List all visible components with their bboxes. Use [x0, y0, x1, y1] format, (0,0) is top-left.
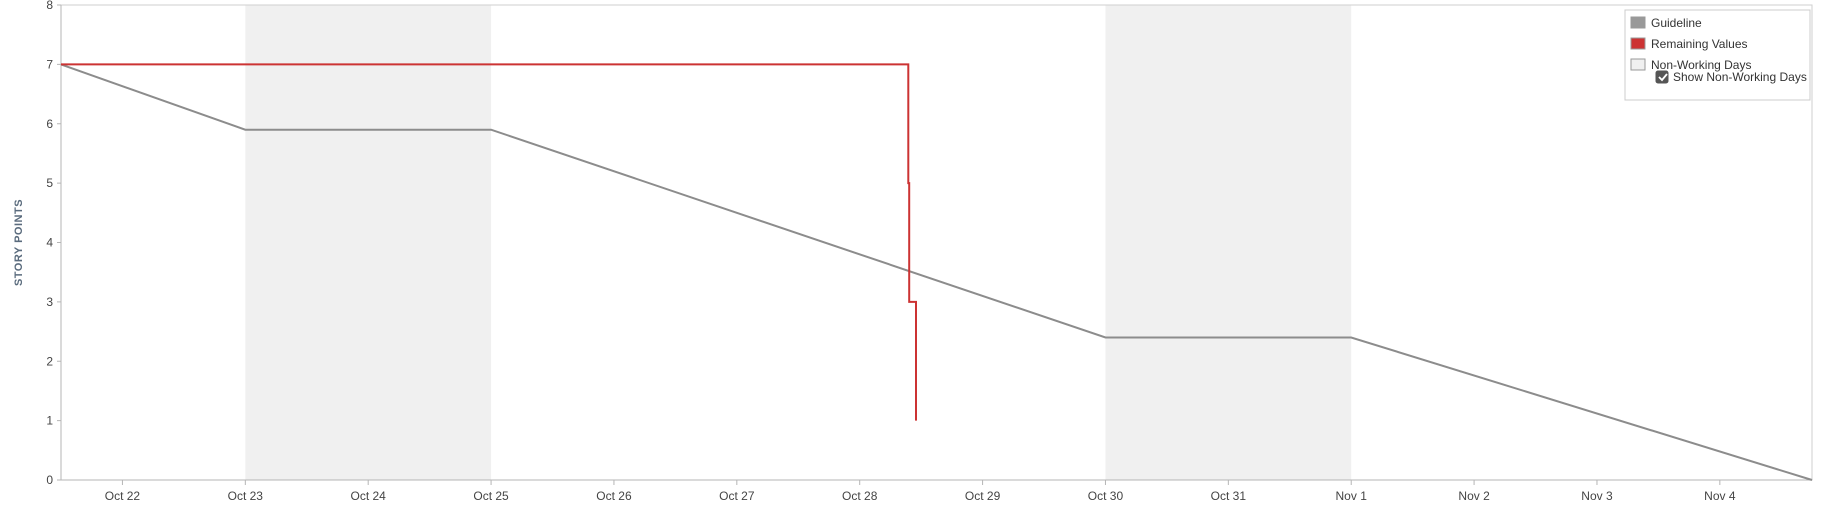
x-tick-label: Oct 23: [228, 489, 264, 503]
remaining-values-series: [61, 63, 917, 421]
legend-swatch-guideline: [1630, 16, 1646, 29]
x-tick-label: Oct 29: [965, 489, 1001, 503]
non-working-band: [1105, 5, 1352, 480]
x-tick-label: Nov 2: [1458, 489, 1490, 503]
legend-label-nonworking: Non-Working Days: [1651, 58, 1751, 72]
y-tick-label: 5: [46, 176, 53, 190]
x-tick-label: Oct 27: [719, 489, 755, 503]
legend-swatch-remaining: [1630, 37, 1646, 50]
y-tick-label: 6: [46, 117, 53, 131]
y-tick-label: 1: [46, 414, 53, 428]
y-tick-label: 7: [46, 57, 53, 71]
x-tick-label: Nov 1: [1336, 489, 1368, 503]
x-tick-label: Oct 24: [351, 489, 387, 503]
y-tick-label: 8: [46, 0, 53, 12]
y-tick-label: 3: [46, 295, 53, 309]
y-tick-label: 0: [46, 473, 53, 487]
series-lines: [60, 63, 1813, 481]
y-tick-label: 4: [46, 236, 53, 250]
x-tick-label: Oct 30: [1088, 489, 1124, 503]
x-tick-label: Oct 25: [473, 489, 509, 503]
x-tick-label: Nov 3: [1581, 489, 1613, 503]
y-axis-ticks: 0 1 2 3 4 5 6 7 8: [46, 0, 61, 487]
x-tick-label: Nov 4: [1704, 489, 1736, 503]
show-non-working-days-checkbox[interactable]: [1655, 70, 1669, 84]
y-axis-title: STORY POINTS: [13, 199, 25, 286]
non-working-band: [245, 5, 492, 480]
x-tick-label: Oct 22: [105, 489, 141, 503]
legend-swatch-nonworking: [1630, 58, 1646, 71]
x-tick-label: Oct 28: [842, 489, 878, 503]
x-tick-label: Oct 31: [1211, 489, 1247, 503]
y-tick-label: 2: [46, 354, 53, 368]
show-non-working-days-label: Show Non-Working Days: [1673, 70, 1807, 84]
non-working-bands: [245, 5, 1352, 480]
legend-label-remaining: Remaining Values: [1651, 37, 1748, 51]
legend-box: [1624, 9, 1811, 101]
guideline-series: [60, 63, 1813, 481]
x-tick-label: Oct 26: [596, 489, 632, 503]
legend: Guideline Remaining Values Non-Working Day…: [1624, 9, 1811, 101]
checkmark-icon: [1658, 73, 1668, 82]
legend-label-guideline: Guideline: [1651, 16, 1702, 30]
x-axis-ticks: Oct 22 Oct 23 Oct 24 Oct 25 Oct 26 Oct 27 Oct …: [105, 480, 1736, 503]
